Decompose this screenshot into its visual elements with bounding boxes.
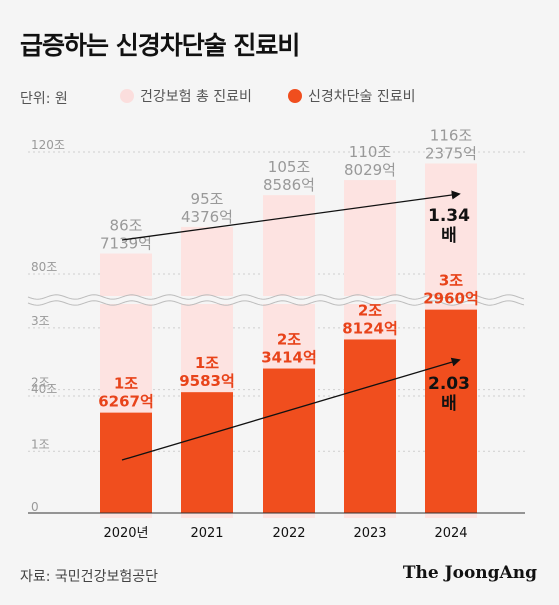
data-label-cancer: 6267억: [98, 393, 154, 411]
bar-cancer: [100, 412, 152, 513]
axis-break-line: [27, 294, 525, 300]
data-label-total: 105조: [268, 158, 311, 176]
unit-label: 단위: 원: [20, 91, 68, 107]
growth-label-cancer-unit: 배: [441, 394, 457, 414]
bar-cancer: [344, 339, 396, 513]
y-tick-label-top: 80조: [31, 260, 57, 274]
legend-label-total: 건강보험 총 진료비: [140, 89, 252, 105]
y-tick-label-bottom: 0: [31, 500, 39, 514]
x-tick-label: 2023: [353, 526, 386, 541]
legend-swatch-total: [120, 89, 134, 103]
data-label-cancer: 3414억: [261, 349, 317, 367]
growth-arrow-total: [121, 190, 461, 241]
data-label-cancer: 2960억: [423, 290, 479, 308]
legend-swatch-cancer: [288, 89, 302, 103]
bar-cancer: [425, 309, 477, 513]
legend-label-cancer: 신경차단술 진료비: [308, 89, 416, 105]
y-tick-label-top: 120조: [31, 138, 65, 152]
data-label-total: 116조: [430, 126, 473, 144]
data-label-cancer: 1조: [195, 354, 219, 372]
bar-cancer: [263, 368, 315, 513]
data-label-total: 8029억: [344, 161, 396, 179]
bar-cancer: [181, 392, 233, 513]
data-label-cancer: 9583억: [179, 372, 235, 390]
data-label-cancer: 2조: [277, 331, 301, 349]
data-label-cancer: 2조: [358, 301, 382, 319]
data-label-cancer: 3조: [439, 272, 463, 290]
x-tick-label: 2020년: [103, 526, 148, 541]
source-text: 자료: 국민건강보험공단: [20, 569, 158, 585]
data-label-cancer: 8124억: [342, 319, 398, 337]
growth-label-total-value: 1.34: [428, 206, 470, 226]
growth-label-total-unit: 배: [441, 226, 457, 246]
chart-title: 급증하는 신경차단술 진료비: [20, 31, 300, 60]
data-label-total: 110조: [349, 143, 392, 161]
y-tick-label-bottom: 3조: [31, 314, 50, 328]
data-label-total: 7139억: [100, 235, 152, 253]
y-tick-label-bottom: 1조: [31, 437, 50, 451]
y-tick-label-bottom: 2조: [31, 376, 50, 390]
growth-label-cancer-value: 2.03: [428, 374, 470, 394]
y-tick-label-top: 40조: [31, 382, 57, 396]
data-label-total: 4376억: [181, 208, 233, 226]
x-tick-label: 2024: [434, 526, 467, 541]
axis-break-band: [28, 296, 525, 304]
growth-arrow-cancer: [121, 357, 461, 461]
publisher-logo: The JoongAng: [402, 563, 537, 583]
legend-item-cancer: 신경차단술 진료비: [288, 86, 416, 106]
data-label-total: 2375억: [425, 144, 477, 162]
x-tick-label: 2022: [272, 526, 305, 541]
data-label-total: 86조: [110, 217, 143, 235]
data-label-cancer: 1조: [114, 375, 138, 393]
x-tick-label: 2021: [190, 526, 223, 541]
axis-break-line: [27, 300, 525, 306]
data-label-total: 95조: [191, 190, 224, 208]
legend-item-total: 건강보험 총 진료비: [120, 86, 252, 106]
data-label-total: 8586억: [263, 176, 315, 194]
